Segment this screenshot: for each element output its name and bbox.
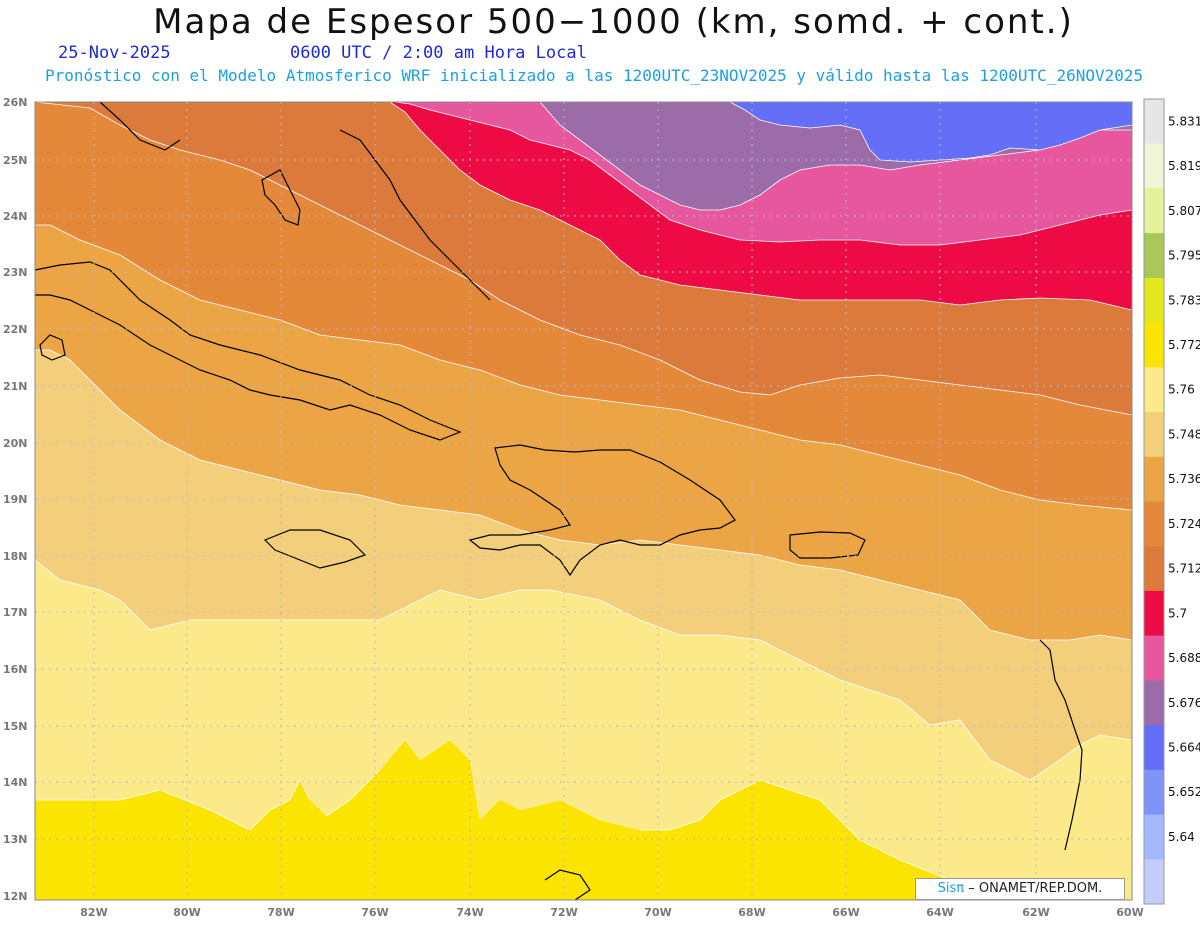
colorbar-swatch (1144, 859, 1164, 905)
lat-label-12N: 12N (3, 890, 28, 903)
colorbar-label: 5.676 (1168, 696, 1200, 710)
lon-label-82W: 82W (80, 906, 107, 919)
puerto-rico-coast (789, 531, 866, 559)
map-frame (34, 101, 1133, 901)
colorbar-label: 5.688 (1168, 651, 1200, 665)
lat-label-24N: 24N (3, 210, 28, 223)
colorbar-label: 5.783 (1168, 293, 1200, 307)
map-title: Mapa de Espesor 500−1000 (km, somd. + co… (153, 2, 1074, 42)
colorbar-swatch (1144, 99, 1164, 145)
lesser-antilles (1039, 639, 1083, 851)
lon-label-72W: 72W (550, 906, 577, 919)
lon-label-62W: 62W (1022, 906, 1049, 919)
lat-label-21N: 21N (3, 380, 28, 393)
colorbar: 5.831 5.819 5.807 5.795 5.783 5.772 5.76 5.748 5… (1143, 98, 1200, 905)
graticule (35, 102, 1132, 900)
colorbar-swatch (1144, 143, 1164, 189)
venezuela-islands (544, 869, 591, 900)
colorbar-swatch (1144, 277, 1164, 324)
colorbar-label: 5.807 (1168, 204, 1200, 218)
lon-label-74W: 74W (456, 906, 483, 919)
colorbar-swatch (1144, 233, 1164, 279)
lat-label-19N: 19N (3, 493, 28, 506)
colorbar-swatch (1144, 322, 1164, 368)
colorbar-label: 5.7 (1168, 606, 1187, 620)
jamaica-coast (263, 529, 367, 569)
colorbar-swatch (1144, 725, 1164, 771)
lat-label-17N: 17N (3, 606, 28, 619)
lat-label-25N: 25N (3, 154, 28, 167)
lat-label-15N: 15N (3, 720, 28, 733)
lon-label-64W: 64W (926, 906, 953, 919)
lat-label-18N: 18N (3, 550, 28, 563)
colorbar-swatch (1144, 456, 1164, 502)
cuba-coast (35, 261, 462, 441)
forecast-time: 0600 UTC / 2:00 am Hora Local (290, 43, 587, 63)
bahamas-andros (261, 169, 301, 226)
colorbar-label: 5.712 (1168, 562, 1200, 576)
colorbar-swatch (1144, 367, 1164, 413)
forecast-date: 25-Nov-2025 (58, 43, 171, 63)
lon-label-70W: 70W (644, 906, 671, 919)
colorbar-swatch (1144, 501, 1164, 547)
coastlines (35, 102, 1083, 900)
colorbar-label: 5.831 (1168, 114, 1200, 128)
lon-label-68W: 68W (738, 906, 765, 919)
credit-text: – ONAMET/REP.DOM. (968, 881, 1103, 896)
lon-label-76W: 76W (361, 906, 388, 919)
filled-contours (35, 102, 1132, 900)
lat-label-23N: 23N (3, 266, 28, 279)
colorbar-swatch (1144, 769, 1164, 816)
colorbar-label: 5.736 (1168, 472, 1200, 486)
band-5772-detail (35, 740, 790, 900)
lat-label-13N: 13N (3, 833, 28, 846)
colorbar-swatch (1144, 590, 1164, 637)
colorbar-swatch (1144, 412, 1164, 458)
colorbar-label: 5.819 (1168, 159, 1200, 173)
lat-label-26N: 26N (3, 96, 28, 109)
lon-label-66W: 66W (832, 906, 859, 919)
latitude-labels: 26N 25N 24N 23N 22N 21N 20N 19N 18N 17N 16N 15N 14N 1… (3, 96, 28, 903)
colorbar-swatch (1144, 680, 1164, 726)
colorbar-swatch (1144, 188, 1164, 234)
credit-brand: Sisπ (937, 881, 965, 896)
colorbar-label: 5.64 (1168, 830, 1195, 844)
colorbar-label: 5.664 (1168, 740, 1200, 754)
longitude-labels: 82W 80W 78W 76W 74W 72W 70W 68W 66W 64W 62W 60W (80, 906, 1143, 919)
colorbar-label: 5.748 (1168, 427, 1200, 441)
colorbar-swatch (1144, 814, 1164, 860)
lat-label-20N: 20N (3, 437, 28, 450)
colorbar-label: 5.795 (1168, 249, 1200, 263)
bahamas-chain (339, 129, 491, 301)
colorbar-swatch (1144, 635, 1164, 681)
credit-box: Sisπ – ONAMET/REP.DOM. (915, 878, 1125, 900)
lon-label-60W: 60W (1116, 906, 1143, 919)
hispaniola-coast (468, 444, 736, 577)
colorbar-label: 5.652 (1168, 785, 1200, 799)
lat-label-16N: 16N (3, 663, 28, 676)
lon-label-80W: 80W (173, 906, 200, 919)
colorbar-label: 5.772 (1168, 338, 1200, 352)
colorbar-label: 5.724 (1168, 517, 1200, 531)
florida-keys (99, 102, 181, 151)
lat-label-22N: 22N (3, 323, 28, 336)
model-run-info: Pronóstico con el Modelo Atmosferico WRF… (45, 66, 1144, 85)
colorbar-swatch (1144, 546, 1164, 592)
lon-label-78W: 78W (267, 906, 294, 919)
isla-juventud (39, 334, 66, 361)
colorbar-frame (1143, 98, 1165, 905)
lat-label-14N: 14N (3, 776, 28, 789)
colorbar-label: 5.76 (1168, 383, 1195, 397)
